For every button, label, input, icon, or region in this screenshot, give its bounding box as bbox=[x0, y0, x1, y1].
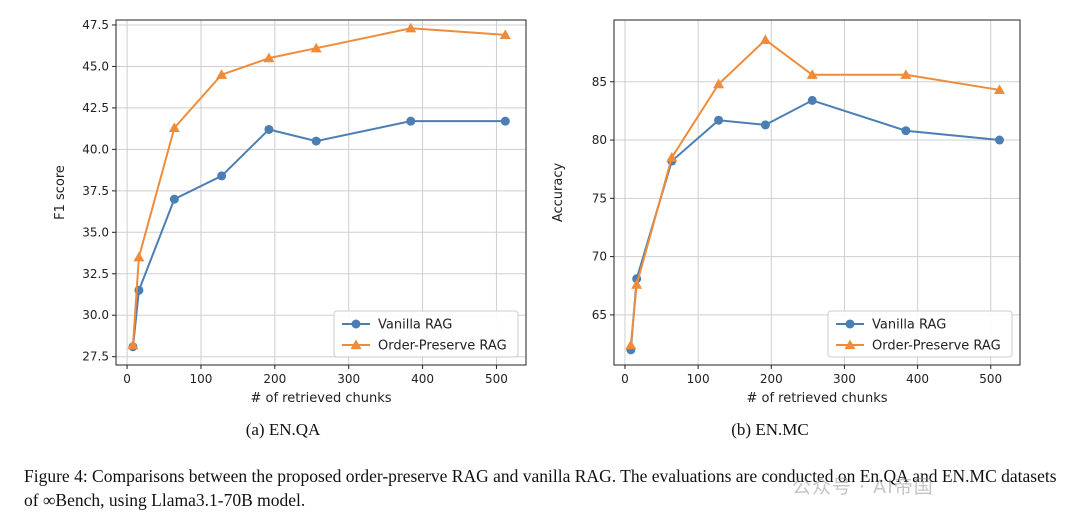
chart-en-qa: 0 100 200 300 400 500 27.5 30.0 32.5 35.0 37.5 40.0… bbox=[53, 18, 527, 406]
chart-en-mc: 0 100 200 300 400 500 65 70 75 80 85 # of retrieved… bbox=[551, 19, 1021, 406]
subfigure-label-b: (b) EN.MC bbox=[731, 420, 809, 439]
data-point bbox=[216, 69, 228, 79]
y-tick-label: 42.5 bbox=[82, 101, 109, 115]
x-tick-label: 100 bbox=[190, 372, 213, 386]
legend-entry: Vanilla RAG bbox=[378, 318, 452, 333]
x-axis-label: # of retrieved chunks bbox=[746, 391, 887, 406]
data-point bbox=[500, 116, 510, 126]
data-point bbox=[625, 339, 637, 350]
y-tick-label: 85 bbox=[592, 75, 607, 89]
x-tick-label: 200 bbox=[263, 372, 286, 386]
x-tick-label: 400 bbox=[411, 372, 434, 386]
data-point bbox=[169, 194, 179, 204]
y-tick-label: 47.5 bbox=[82, 18, 109, 32]
legend bbox=[333, 310, 519, 358]
data-point bbox=[499, 29, 511, 40]
data-point bbox=[760, 120, 770, 130]
legend-marker bbox=[350, 339, 362, 350]
x-tick-label: 300 bbox=[833, 372, 856, 386]
y-tick-label: 80 bbox=[592, 133, 607, 147]
x-tick-label: 500 bbox=[979, 372, 1002, 386]
series-line-order-preserve bbox=[131, 27, 506, 346]
data-point bbox=[666, 152, 678, 162]
x-tick-label: 200 bbox=[760, 372, 783, 386]
y-tick-label: 37.5 bbox=[82, 184, 109, 198]
data-point bbox=[713, 78, 725, 89]
data-point bbox=[133, 251, 145, 262]
data-point bbox=[900, 69, 912, 79]
series-line-vanilla bbox=[629, 99, 1000, 350]
data-point bbox=[994, 84, 1006, 95]
data-point bbox=[714, 115, 724, 125]
data-point bbox=[127, 339, 139, 350]
data-point bbox=[631, 279, 643, 289]
data-point bbox=[311, 136, 321, 146]
y-tick-label: 30.0 bbox=[82, 308, 109, 322]
data-point bbox=[406, 116, 416, 126]
y-tick-label: 32.5 bbox=[82, 267, 109, 281]
legend-marker bbox=[844, 339, 856, 350]
data-point bbox=[405, 22, 417, 33]
y-tick-label: 75 bbox=[592, 191, 607, 205]
y-tick-label: 65 bbox=[592, 308, 607, 322]
data-point bbox=[995, 135, 1005, 145]
x-tick-label: 100 bbox=[687, 372, 710, 386]
series-line-vanilla bbox=[131, 120, 506, 347]
data-point bbox=[806, 69, 818, 79]
y-axis-label: Accuracy bbox=[551, 163, 566, 223]
series-line-order-preserve bbox=[629, 38, 1000, 346]
legend-marker bbox=[845, 319, 855, 329]
plot-frame bbox=[613, 19, 1021, 366]
data-point bbox=[310, 42, 322, 53]
x-tick-label: 0 bbox=[123, 372, 131, 386]
y-tick-label: 27.5 bbox=[82, 350, 109, 364]
legend-entry: Order-Preserve RAG bbox=[872, 339, 1001, 354]
data-point bbox=[901, 126, 911, 136]
y-tick-label: 70 bbox=[592, 250, 607, 264]
y-tick-label: 40.0 bbox=[82, 142, 109, 156]
legend-entry: Vanilla RAG bbox=[872, 318, 946, 333]
legend-marker bbox=[351, 319, 361, 329]
data-point bbox=[217, 171, 227, 181]
legend bbox=[827, 310, 1013, 358]
y-axis-label: F1 score bbox=[53, 165, 68, 220]
x-tick-label: 0 bbox=[621, 372, 629, 386]
watermark: 公众号 · AI帝国 bbox=[792, 476, 934, 498]
y-tick-label: 45.0 bbox=[82, 59, 109, 73]
plot-frame bbox=[115, 19, 527, 366]
data-point bbox=[263, 52, 275, 63]
x-tick-label: 300 bbox=[337, 372, 360, 386]
x-tick-label: 400 bbox=[906, 372, 929, 386]
data-point bbox=[168, 122, 180, 132]
subfigure-label-a: (a) EN.QA bbox=[245, 420, 321, 439]
data-point bbox=[807, 95, 817, 105]
x-tick-label: 500 bbox=[485, 372, 508, 386]
data-point bbox=[759, 34, 771, 44]
y-tick-label: 35.0 bbox=[82, 225, 109, 239]
figure-caption: Figure 4: Comparisons between the propos… bbox=[24, 466, 1057, 510]
legend-entry: Order-Preserve RAG bbox=[378, 339, 507, 354]
data-point bbox=[264, 124, 274, 134]
x-axis-label: # of retrieved chunks bbox=[250, 391, 391, 406]
